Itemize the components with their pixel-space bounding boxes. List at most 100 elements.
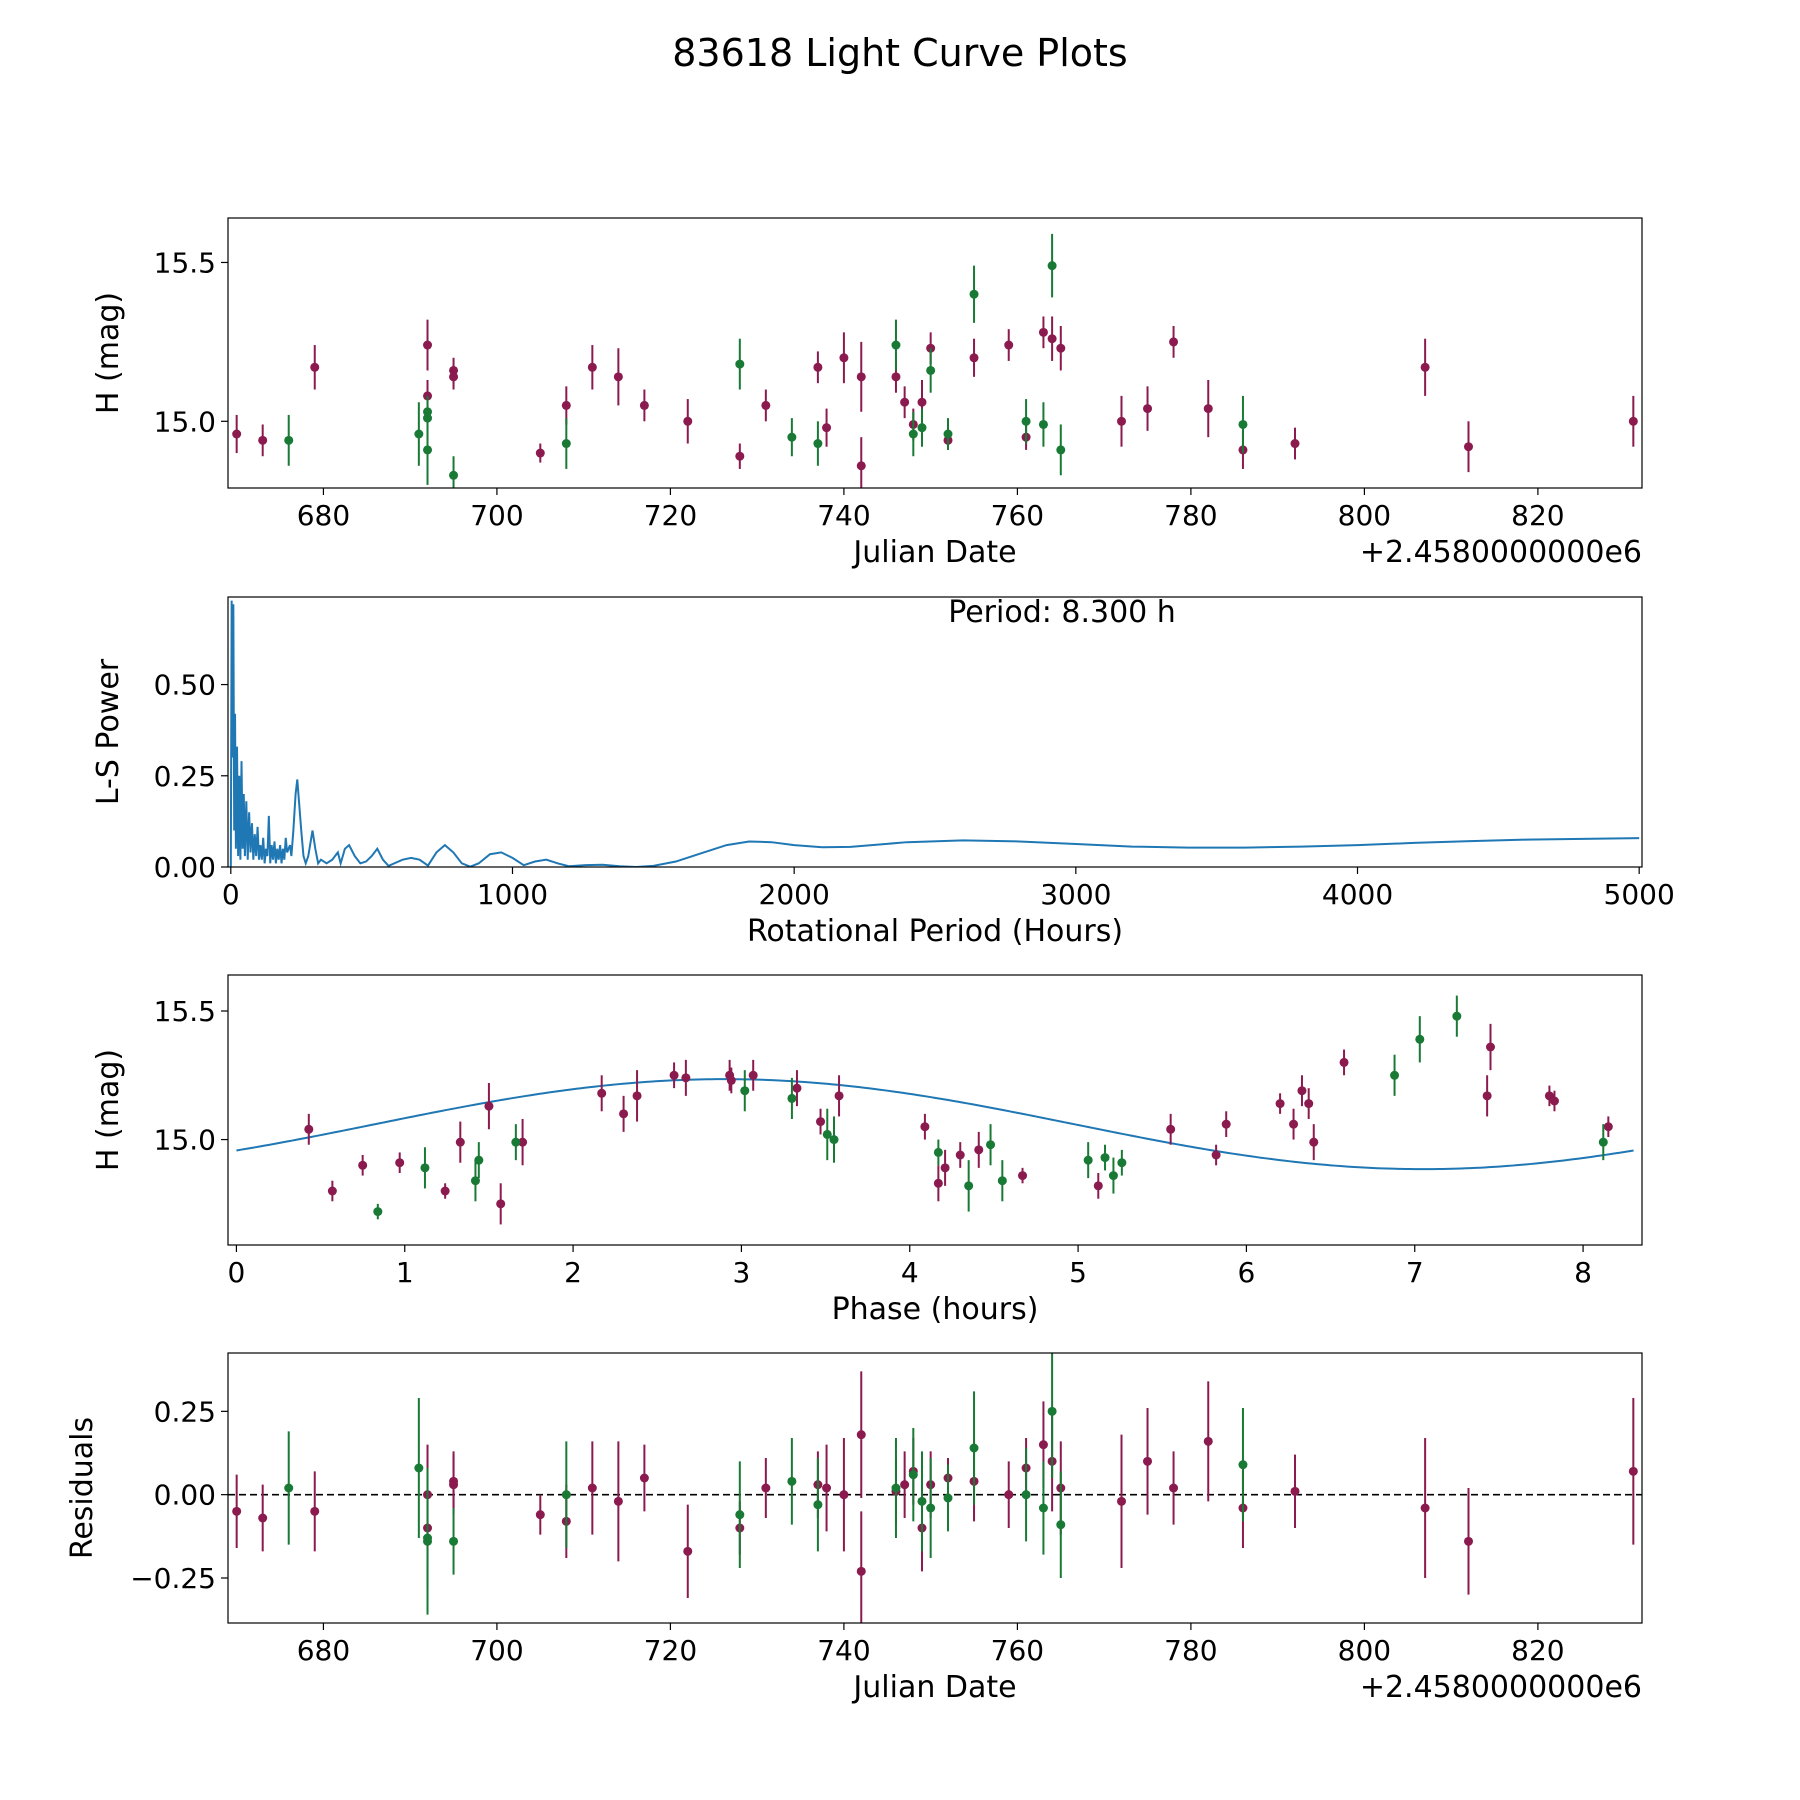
- green-data-point: [449, 470, 459, 480]
- magenta-data-point: [856, 461, 866, 471]
- x-tick-label: 680: [297, 499, 350, 532]
- magenta-data-point: [761, 1483, 771, 1493]
- y-tick-label: 15.5: [154, 246, 216, 279]
- magenta-data-point: [1117, 416, 1127, 426]
- green-data-point: [969, 289, 979, 299]
- plot-area: [232, 233, 1638, 488]
- y-tick-label: 0.00: [154, 1479, 216, 1512]
- green-data-point: [511, 1137, 521, 1147]
- magenta-data-point: [1309, 1137, 1319, 1147]
- x-tick-label: 780: [1164, 1634, 1217, 1667]
- magenta-data-point: [1221, 1119, 1231, 1129]
- magenta-data-point: [1339, 1057, 1349, 1067]
- y-axis-label: H (mag): [91, 1049, 126, 1171]
- x-tick-label: 760: [991, 1634, 1044, 1667]
- magenta-data-point: [917, 397, 927, 407]
- green-data-point: [908, 1470, 918, 1480]
- green-data-point: [470, 1176, 480, 1186]
- green-data-point: [822, 1129, 832, 1139]
- x-tick-label: 5000: [1604, 878, 1675, 911]
- green-data-point: [933, 1147, 943, 1157]
- green-data-point: [917, 423, 927, 433]
- green-data-point: [926, 1503, 936, 1513]
- magenta-data-point: [900, 1480, 910, 1490]
- magenta-data-point: [232, 429, 242, 439]
- magenta-data-point: [940, 1163, 950, 1173]
- magenta-data-point: [395, 1158, 405, 1168]
- magenta-data-point: [1420, 362, 1430, 372]
- x-tick-label: 700: [470, 499, 523, 532]
- plot-area: [229, 600, 1640, 867]
- magenta-data-point: [1290, 439, 1300, 449]
- magenta-data-point: [535, 448, 545, 458]
- magenta-data-point: [1275, 1099, 1285, 1109]
- x-tick-label: 760: [991, 499, 1044, 532]
- magenta-data-point: [484, 1101, 494, 1111]
- periodogram-line: [229, 600, 1640, 867]
- magenta-data-point: [597, 1088, 607, 1098]
- y-axis-label: Residuals: [65, 1417, 100, 1559]
- green-data-point: [414, 1463, 424, 1473]
- magenta-data-point: [358, 1160, 368, 1170]
- magenta-data-point: [839, 353, 849, 363]
- x-tick-label: 6: [1238, 1256, 1256, 1289]
- green-data-point: [891, 340, 901, 350]
- magenta-data-point: [632, 1091, 642, 1101]
- x-tick-label: 2: [564, 1256, 582, 1289]
- green-data-point: [813, 1500, 823, 1510]
- magenta-data-point: [639, 1473, 649, 1483]
- x-tick-label: 700: [470, 1634, 523, 1667]
- x-tick-label: 1: [396, 1256, 414, 1289]
- panel-res: 680 700 720 740 760 780 800 820 0.25 0.00 −0.25 Jul…: [65, 1352, 1643, 1705]
- magenta-data-point: [955, 1150, 965, 1160]
- green-data-point: [423, 407, 433, 417]
- magenta-data-point: [891, 372, 901, 382]
- magenta-data-point: [856, 372, 866, 382]
- green-data-point: [1021, 416, 1031, 426]
- green-data-point: [943, 429, 953, 439]
- green-data-point: [813, 439, 823, 449]
- magenta-data-point: [613, 372, 623, 382]
- x-tick-label: 800: [1338, 499, 1391, 532]
- green-data-point: [1056, 445, 1066, 455]
- green-data-point: [561, 1490, 571, 1500]
- magenta-data-point: [1038, 327, 1048, 337]
- magenta-data-point: [1143, 404, 1153, 414]
- x-tick-label: 3000: [1040, 878, 1111, 911]
- x-tick-label: 4: [901, 1256, 919, 1289]
- plot-area: [228, 1353, 1642, 1623]
- magenta-data-point: [518, 1137, 528, 1147]
- magenta-data-point: [834, 1091, 844, 1101]
- magenta-data-point: [748, 1070, 758, 1080]
- green-data-point: [1415, 1034, 1425, 1044]
- magenta-data-point: [449, 1480, 459, 1490]
- green-data-point: [740, 1086, 750, 1096]
- magenta-data-point: [619, 1109, 629, 1119]
- magenta-data-point: [1166, 1124, 1176, 1134]
- magenta-data-point: [613, 1496, 623, 1506]
- green-data-point: [423, 445, 433, 455]
- x-tick-label: 3: [733, 1256, 751, 1289]
- x-tick-label: 780: [1164, 499, 1217, 532]
- green-data-point: [787, 1093, 797, 1103]
- x-tick-label: 720: [644, 499, 697, 532]
- magenta-data-point: [587, 362, 597, 372]
- magenta-data-point: [1420, 1503, 1430, 1513]
- y-tick-label: 0.00: [154, 851, 216, 884]
- green-data-point: [1038, 419, 1048, 429]
- magenta-data-point: [1211, 1150, 1221, 1160]
- magenta-data-point: [455, 1137, 465, 1147]
- magenta-data-point: [1464, 442, 1474, 452]
- magenta-data-point: [681, 1073, 691, 1083]
- magenta-data-point: [496, 1199, 506, 1209]
- green-data-point: [1047, 1406, 1057, 1416]
- y-tick-label: 15.5: [154, 995, 216, 1028]
- magenta-data-point: [1038, 1440, 1048, 1450]
- green-data-point: [1452, 1011, 1462, 1021]
- y-tick-label: 0.25: [154, 760, 216, 793]
- panel-ls: 0 1000 2000 3000 4000 5000 0.00 0.25 0.50 Rotatio…: [91, 595, 1675, 949]
- green-data-point: [997, 1176, 1007, 1186]
- magenta-data-point: [1486, 1042, 1495, 1052]
- magenta-data-point: [920, 1122, 930, 1132]
- green-data-point: [1108, 1171, 1118, 1181]
